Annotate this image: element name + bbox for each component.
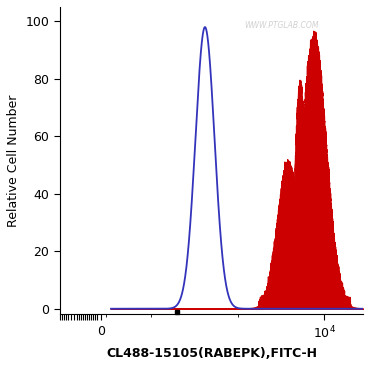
Y-axis label: Relative Cell Number: Relative Cell Number	[7, 95, 20, 227]
Text: WWW.PTGLAB.COM: WWW.PTGLAB.COM	[244, 21, 319, 30]
X-axis label: CL488-15105(RABEPK),FITC-H: CL488-15105(RABEPK),FITC-H	[106, 347, 317, 360]
